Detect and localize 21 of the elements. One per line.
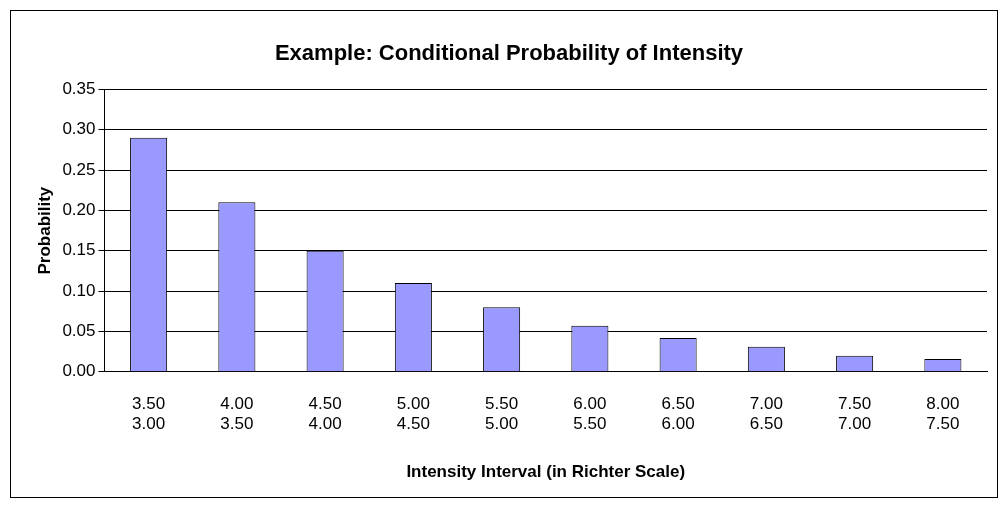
y-tick-label: 0.05 <box>62 321 96 341</box>
x-tick-label: 3.50 3.00 <box>132 393 166 434</box>
x-tick-label: 7.50 7.00 <box>838 393 872 434</box>
y-tick-label: 0.00 <box>62 361 96 381</box>
y-tick-label: 0.15 <box>62 240 96 260</box>
y-axis-title: Probability <box>34 186 54 275</box>
x-tick-label: 6.50 6.00 <box>661 393 695 434</box>
x-axis-title: Intensity Interval (in Richter Scale) <box>406 462 686 482</box>
x-tick-label: 6.00 5.50 <box>573 393 607 434</box>
y-tick-label: 0.10 <box>62 280 96 300</box>
y-tick-label: 0.30 <box>62 119 96 139</box>
x-tick-label: 8.00 7.50 <box>926 393 960 434</box>
chart-title: Example: Conditional Probability of Intensity <box>274 40 744 66</box>
y-tick-label: 0.25 <box>62 159 96 179</box>
x-tick-label: 5.50 5.00 <box>485 393 519 434</box>
x-tick-label: 4.50 4.00 <box>308 393 342 434</box>
x-tick-label: 5.00 4.50 <box>396 393 430 434</box>
y-tick-label: 0.35 <box>62 79 96 99</box>
y-tick-label: 0.20 <box>62 200 96 220</box>
x-tick-label: 4.00 3.50 <box>220 393 254 434</box>
x-tick-label: 7.00 6.50 <box>749 393 783 434</box>
